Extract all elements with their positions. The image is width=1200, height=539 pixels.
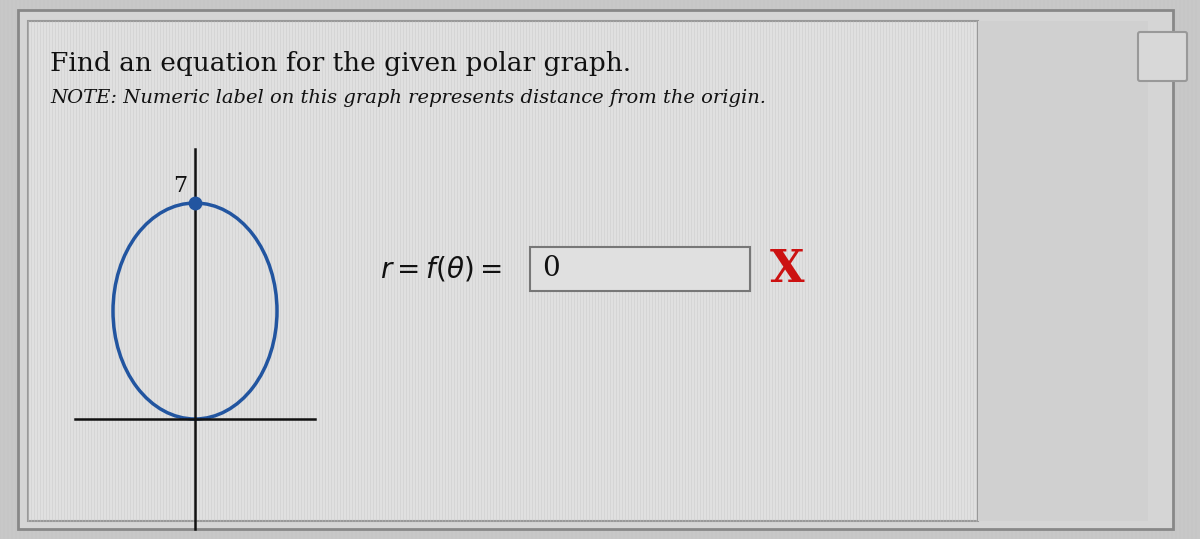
Text: 7: 7: [173, 175, 187, 197]
Text: X: X: [770, 247, 805, 291]
FancyBboxPatch shape: [1138, 32, 1187, 81]
Text: $r = f(\theta) =$: $r = f(\theta) =$: [380, 254, 502, 284]
Text: NOTE: Numeric label on this graph represents distance from the origin.: NOTE: Numeric label on this graph repres…: [50, 89, 766, 107]
Bar: [978, 21, 1148, 521]
Bar: [530, 247, 750, 291]
Text: Find an equation for the given polar graph.: Find an equation for the given polar gra…: [50, 51, 631, 76]
Bar: [28, 21, 978, 521]
Text: 0: 0: [542, 255, 559, 282]
